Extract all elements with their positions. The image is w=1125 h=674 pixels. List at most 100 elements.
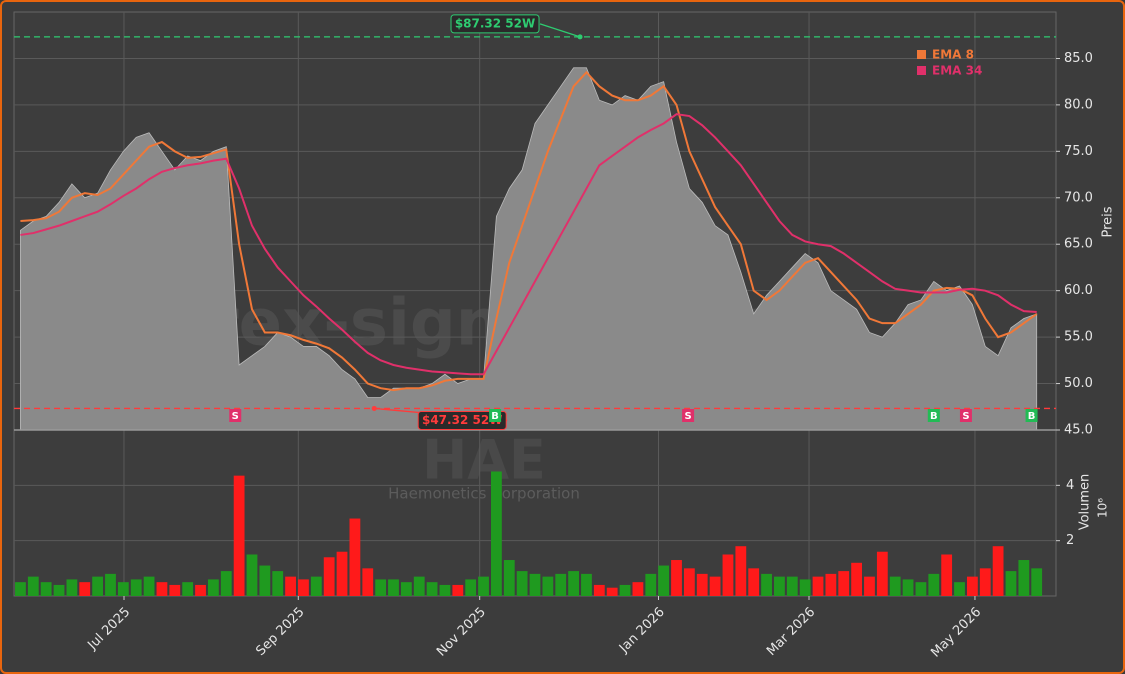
volume-bar <box>349 518 361 596</box>
volume-bar <box>388 579 399 596</box>
volume-bar <box>92 576 104 596</box>
y-tick-label: 60.0 <box>1064 283 1093 298</box>
volume-bar <box>593 584 605 596</box>
volume-bar <box>169 584 181 596</box>
volume-bar <box>259 565 271 596</box>
volume-bar <box>503 560 515 596</box>
volume-bar <box>799 579 811 596</box>
legend-swatch <box>917 66 926 75</box>
volume-axis-label: Volumen <box>1078 474 1093 531</box>
volume-scale-label: 10⁶ <box>1096 498 1110 518</box>
volume-bar <box>336 551 348 596</box>
volume-bar <box>182 582 194 596</box>
volume-bar <box>15 582 26 596</box>
volume-bar <box>27 576 39 596</box>
volume-bar <box>195 584 206 596</box>
volume-bar <box>362 568 374 596</box>
volume-bar <box>632 582 644 596</box>
volume-bar <box>568 571 579 596</box>
ticker-watermark: HAE <box>422 429 546 492</box>
signal-marker <box>927 409 940 422</box>
volume-bar <box>1031 568 1043 596</box>
legend-label: EMA 34 <box>932 64 982 78</box>
volume-bar <box>645 573 657 596</box>
volume-bar <box>1018 560 1030 596</box>
volume-bar <box>812 576 824 596</box>
volume-bar <box>928 573 940 596</box>
legend-swatch <box>917 50 926 59</box>
volume-bar <box>722 554 734 596</box>
volume-bar <box>876 551 888 596</box>
ema-line <box>20 113 1037 376</box>
volume-bar <box>774 576 785 596</box>
volume-bar <box>696 573 708 596</box>
x-tick-label: Sep 2025 <box>253 605 307 659</box>
volume-bar <box>786 576 798 596</box>
volume-tick-label: 2 <box>1066 533 1074 548</box>
volume-bar <box>761 573 772 596</box>
volume-bar <box>606 587 618 596</box>
volume-bar <box>452 584 464 596</box>
volume-bar <box>581 573 592 596</box>
signal-label: S <box>962 411 969 422</box>
volume-bar <box>40 582 52 596</box>
y-tick-label: 85.0 <box>1064 51 1093 66</box>
volume-bar <box>310 576 322 596</box>
x-tick-label: May 2026 <box>928 605 984 661</box>
signal-marker <box>682 409 695 422</box>
volume-bar <box>619 584 631 596</box>
signal-label: B <box>491 411 499 422</box>
volume-bar <box>671 560 682 596</box>
price-area <box>20 67 1038 431</box>
annotation-box <box>450 14 540 34</box>
annotation-point <box>577 34 583 40</box>
y-axis-label: Preis <box>1101 206 1116 237</box>
volume-bar <box>1005 571 1017 596</box>
volume-bar <box>375 579 387 596</box>
volume-bar <box>748 568 760 596</box>
volume-bar <box>220 571 232 596</box>
volume-bar <box>53 584 65 596</box>
volume-bar <box>542 576 554 596</box>
volume-bar <box>298 579 309 596</box>
signal-label: S <box>684 411 691 422</box>
volume-bar <box>825 573 837 596</box>
volume-bar <box>413 576 425 596</box>
volume-bar <box>465 579 477 596</box>
volume-bar <box>439 584 451 596</box>
volume-bar <box>979 568 991 596</box>
volume-bar <box>143 576 155 596</box>
legend-label: EMA 8 <box>932 48 974 62</box>
volume-bar <box>130 579 142 596</box>
company-watermark: Haemonetics Corporation <box>388 485 580 503</box>
volume-bar <box>966 576 978 596</box>
volume-bar <box>709 576 721 596</box>
x-tick-label: Mar 2026 <box>764 605 818 659</box>
y-tick-label: 50.0 <box>1064 376 1093 391</box>
volume-bar <box>658 565 670 596</box>
annotation-box <box>417 410 507 430</box>
signal-label: B <box>930 411 938 422</box>
signal-label: S <box>232 411 239 422</box>
y-tick-label: 55.0 <box>1064 330 1093 345</box>
volume-bar <box>902 579 914 596</box>
volume-bar <box>246 554 258 596</box>
volume-bar <box>478 576 489 596</box>
volume-bar <box>529 573 541 596</box>
volume-bar <box>323 557 335 596</box>
volume-bar <box>516 571 528 596</box>
annotation-label: $87.32 52W <box>455 16 535 30</box>
volume-bar <box>117 582 129 596</box>
y-tick-label: 70.0 <box>1064 190 1093 205</box>
ema-line <box>20 70 1038 392</box>
signal-marker <box>1025 409 1038 422</box>
x-tick-label: Jan 2026 <box>616 605 668 657</box>
y-tick-label: 45.0 <box>1064 423 1093 438</box>
volume-tick-label: 4 <box>1066 478 1074 493</box>
volume-bar <box>915 582 927 596</box>
volume-bar <box>838 571 850 596</box>
annotation-label: $47.32 52W <box>422 413 502 427</box>
annotation-arrow <box>539 23 581 38</box>
